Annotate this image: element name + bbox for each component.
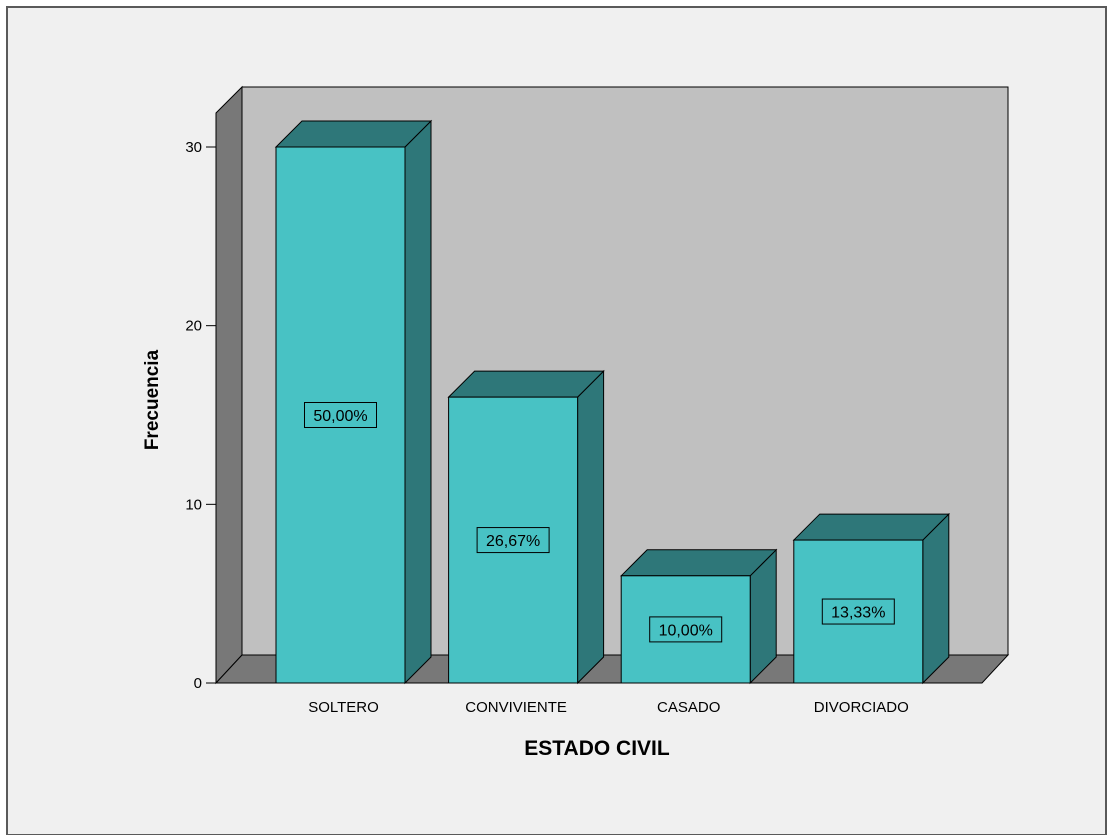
bars-group: 50,00% 26,67% 10,00% 13,33% — [274, 119, 951, 685]
bar: 13,33% — [792, 512, 951, 685]
bar-top — [274, 120, 433, 148]
data-label-box — [304, 402, 377, 428]
y-axis-title: Frecuencia — [142, 349, 163, 450]
side-wall — [215, 85, 243, 685]
bar-top — [619, 549, 778, 577]
x-tick-label: SOLTERO — [308, 699, 379, 716]
data-label-box — [649, 616, 723, 643]
x-tick-label: DIVORCIADO — [814, 699, 909, 716]
data-label: 26,67% — [486, 533, 540, 550]
bar: 10,00% — [619, 548, 778, 685]
y-tick-label: 10 — [185, 496, 202, 513]
x-axis-title: ESTADO CIVIL — [524, 737, 670, 760]
bar-side — [922, 512, 950, 685]
bar-top — [447, 370, 605, 398]
data-label: 13,33% — [831, 605, 885, 622]
bar: 26,67% — [447, 369, 605, 685]
bar-side — [577, 369, 605, 685]
y-tick-label: 20 — [185, 318, 202, 335]
data-label-box — [821, 598, 895, 625]
data-label: 10,00% — [659, 622, 713, 639]
y-tick-label: 30 — [185, 139, 202, 156]
bar-side — [404, 119, 432, 685]
y-axis-ticks: 0 10 20 30 — [185, 139, 216, 692]
y-tick-label: 0 — [194, 675, 202, 692]
data-label-box — [476, 527, 550, 554]
x-tick-label: CASADO — [657, 699, 720, 716]
bar-top — [792, 513, 951, 541]
data-label: 50,00% — [313, 408, 367, 425]
x-axis-tick-labels: SOLTERO CONVIVIENTE CASADO DIVORCIADO — [308, 699, 909, 716]
bar: 50,00% — [274, 119, 433, 685]
x-tick-label: CONVIVIENTE — [465, 699, 567, 716]
